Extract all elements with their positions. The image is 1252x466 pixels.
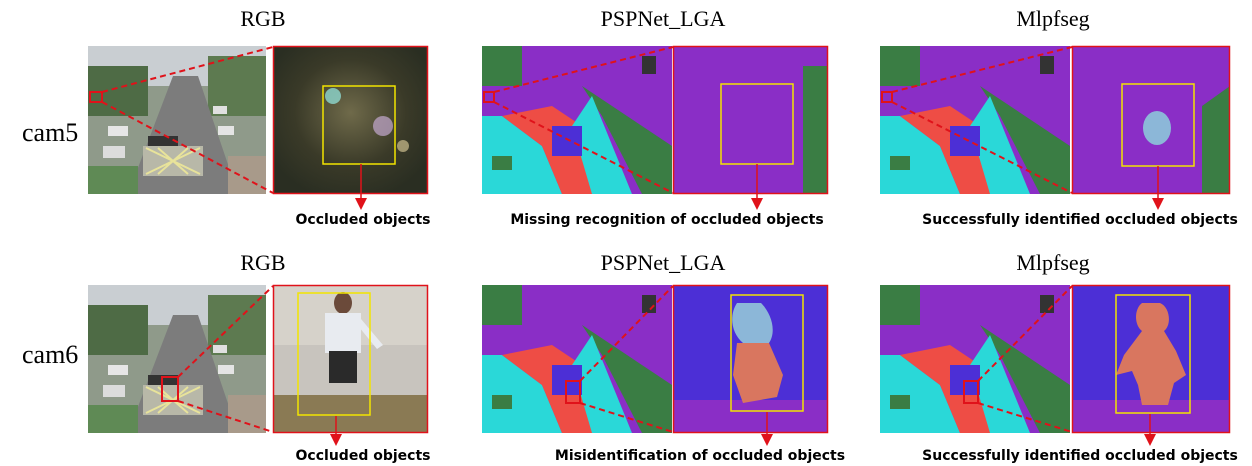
pspnet-zoom-cam6 (672, 284, 829, 434)
rgb-zoom-cam5 (272, 45, 429, 195)
pspnet-zoom-cam5 (672, 45, 829, 195)
caption-pspnet-cam5: Missing recognition of occluded objects (510, 212, 824, 228)
caption-rgb-cam6: Occluded objects (295, 448, 431, 464)
rgb-zoom-cam6 (272, 284, 429, 434)
mlpfseg-zoom-cam5 (1071, 45, 1231, 195)
mlpfseg-seg-cam5 (880, 46, 1070, 194)
row-label-cam5: cam5 (22, 118, 79, 147)
column-title-mlpfseg-row1: Mlpfseg (1016, 6, 1090, 31)
caption-mlpfseg-cam6: Successfully identified occluded objects (922, 448, 1238, 464)
mlpfseg-seg-cam6 (880, 285, 1070, 433)
caption-pspnet-cam6: Misidentification of occluded objects (554, 448, 846, 464)
column-title-rgb-row1: RGB (240, 6, 286, 31)
pspnet-seg-cam6 (482, 285, 672, 433)
pspnet-seg-cam5 (482, 46, 672, 194)
mlpfseg-zoom-cam6 (1071, 284, 1231, 434)
column-title-pspnet-row1: PSPNet_LGA (600, 6, 726, 31)
row-label-cam6: cam6 (22, 340, 79, 369)
caption-mlpfseg-cam5: Successfully identified occluded objects (922, 212, 1238, 228)
column-title-pspnet-row2: PSPNet_LGA (600, 250, 726, 275)
column-title-mlpfseg-row2: Mlpfseg (1016, 250, 1090, 275)
rgb-scene-cam5 (88, 46, 266, 194)
caption-rgb-cam5: Occluded objects (295, 212, 431, 228)
column-title-rgb-row2: RGB (240, 250, 286, 275)
rgb-scene-cam6 (88, 285, 266, 433)
